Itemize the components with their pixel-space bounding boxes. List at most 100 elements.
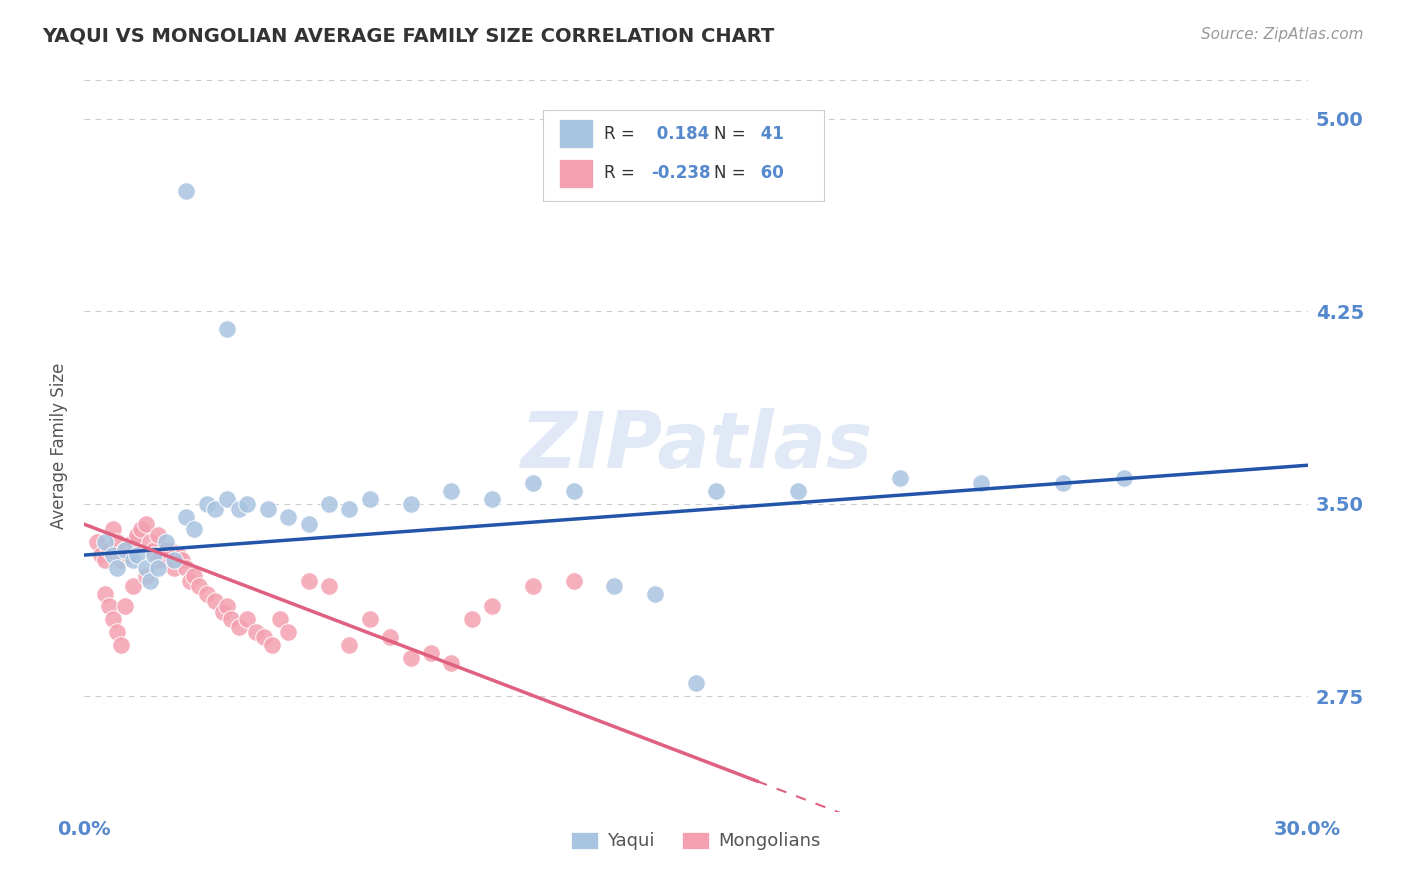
Point bbox=[706, 483, 728, 498]
Point bbox=[174, 184, 197, 198]
FancyBboxPatch shape bbox=[560, 159, 593, 188]
Point bbox=[135, 561, 157, 575]
Point bbox=[481, 599, 503, 614]
Text: -0.238: -0.238 bbox=[651, 164, 710, 182]
Point bbox=[228, 620, 250, 634]
Text: ZIPatlas: ZIPatlas bbox=[520, 408, 872, 484]
Text: R =: R = bbox=[605, 125, 636, 143]
Point bbox=[339, 638, 361, 652]
Point bbox=[110, 553, 132, 567]
Point bbox=[110, 638, 132, 652]
Point bbox=[114, 543, 136, 558]
Point bbox=[142, 548, 165, 562]
FancyBboxPatch shape bbox=[560, 119, 593, 148]
Point bbox=[644, 586, 666, 600]
Text: N =: N = bbox=[714, 125, 747, 143]
Point bbox=[236, 497, 259, 511]
Point bbox=[562, 574, 585, 588]
Point bbox=[174, 561, 197, 575]
Point bbox=[685, 676, 707, 690]
Point bbox=[787, 483, 810, 498]
Point bbox=[562, 483, 585, 498]
Point bbox=[159, 543, 181, 558]
Point bbox=[146, 561, 169, 575]
Point bbox=[298, 517, 321, 532]
Point bbox=[522, 579, 544, 593]
Point bbox=[970, 476, 993, 491]
Point bbox=[212, 605, 235, 619]
Point bbox=[179, 574, 201, 588]
Point bbox=[150, 548, 173, 562]
Point bbox=[522, 476, 544, 491]
Point bbox=[138, 535, 160, 549]
Point bbox=[101, 548, 124, 562]
Point bbox=[174, 509, 197, 524]
Point bbox=[253, 630, 276, 644]
Point bbox=[114, 543, 136, 558]
Point bbox=[183, 523, 205, 537]
Point bbox=[260, 638, 283, 652]
Point bbox=[236, 612, 259, 626]
Point bbox=[380, 630, 402, 644]
Point bbox=[146, 553, 169, 567]
Text: 41: 41 bbox=[755, 125, 783, 143]
Point bbox=[131, 523, 153, 537]
Point bbox=[461, 612, 484, 626]
Point bbox=[257, 501, 280, 516]
Point bbox=[93, 586, 115, 600]
Point bbox=[359, 491, 381, 506]
Point bbox=[420, 646, 443, 660]
Point bbox=[97, 543, 120, 558]
Point bbox=[318, 579, 340, 593]
Point bbox=[399, 650, 422, 665]
Legend: Yaqui, Mongolians: Yaqui, Mongolians bbox=[564, 824, 828, 857]
Point bbox=[269, 612, 291, 626]
Point bbox=[122, 535, 145, 549]
Point bbox=[155, 553, 177, 567]
Point bbox=[142, 543, 165, 558]
Point bbox=[118, 548, 141, 562]
Point bbox=[93, 553, 115, 567]
Point bbox=[219, 612, 242, 626]
Point bbox=[163, 561, 186, 575]
Point bbox=[1114, 471, 1136, 485]
Point bbox=[318, 497, 340, 511]
Point bbox=[97, 599, 120, 614]
Point bbox=[440, 656, 463, 670]
Point bbox=[101, 612, 124, 626]
Point bbox=[204, 594, 226, 608]
Point bbox=[146, 527, 169, 541]
Point bbox=[155, 543, 177, 558]
Y-axis label: Average Family Size: Average Family Size bbox=[51, 363, 69, 529]
Point bbox=[167, 548, 190, 562]
Point bbox=[399, 497, 422, 511]
Point bbox=[105, 561, 128, 575]
Point bbox=[86, 535, 108, 549]
Point bbox=[204, 501, 226, 516]
Text: Source: ZipAtlas.com: Source: ZipAtlas.com bbox=[1201, 27, 1364, 42]
Point bbox=[440, 483, 463, 498]
Point bbox=[889, 471, 911, 485]
Point bbox=[195, 497, 218, 511]
Point bbox=[172, 553, 194, 567]
Point bbox=[339, 501, 361, 516]
Point bbox=[187, 579, 209, 593]
Text: 60: 60 bbox=[755, 164, 783, 182]
Point bbox=[90, 548, 112, 562]
Point bbox=[127, 548, 149, 562]
Point bbox=[138, 574, 160, 588]
Point bbox=[105, 535, 128, 549]
Point bbox=[217, 322, 239, 336]
Point bbox=[195, 586, 218, 600]
Point bbox=[93, 535, 115, 549]
Point bbox=[105, 625, 128, 640]
Point bbox=[298, 574, 321, 588]
Point bbox=[228, 501, 250, 516]
Point bbox=[217, 599, 239, 614]
Point bbox=[127, 527, 149, 541]
Point bbox=[135, 568, 157, 582]
Point bbox=[277, 509, 299, 524]
Point bbox=[122, 553, 145, 567]
Point bbox=[481, 491, 503, 506]
FancyBboxPatch shape bbox=[543, 110, 824, 201]
